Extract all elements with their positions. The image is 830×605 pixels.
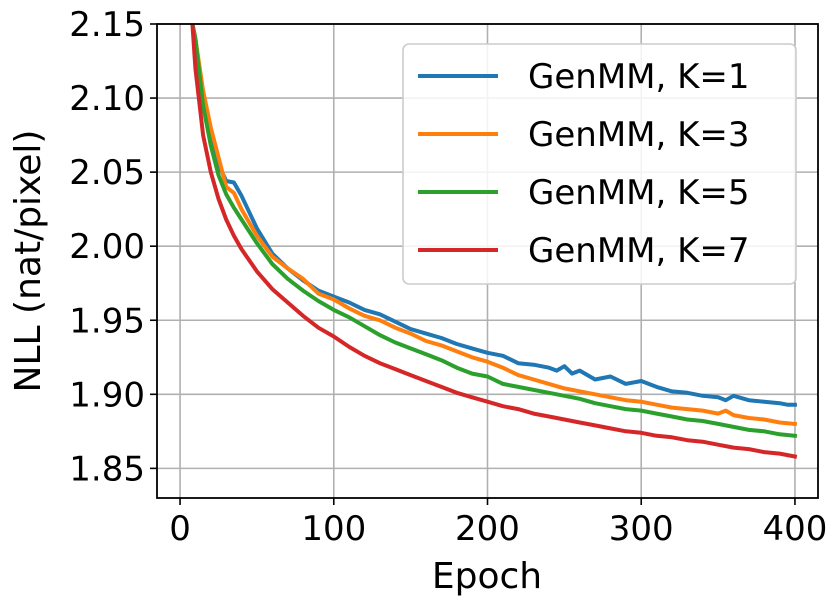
y-axis-ticks: 1.85 1.90 1.95 2.00 2.05 2.10 2.15: [69, 5, 157, 489]
legend-label: GenMM, K=7: [528, 231, 750, 271]
legend-box: [402, 43, 797, 285]
legend: GenMM, K=1 GenMM, K=3 GenMM, K=5 GenMM, K=7: [402, 43, 797, 285]
series-line-k7: [190, 24, 798, 459]
y-tick-label: 2.10: [69, 79, 145, 119]
x-tick-label: 200: [455, 509, 520, 549]
y-axis-label: NLL (nat/pixel): [8, 130, 49, 393]
x-tick-label: 300: [609, 509, 674, 549]
x-tick-label: 0: [169, 509, 191, 549]
y-tick-label: 1.95: [69, 301, 145, 341]
y-tick-label: 2.15: [69, 5, 145, 45]
legend-label: GenMM, K=1: [528, 57, 750, 97]
y-tick-label: 2.00: [69, 227, 145, 267]
x-tick-label: 100: [301, 509, 366, 549]
legend-label: GenMM, K=5: [528, 173, 750, 213]
x-axis-label: Epoch: [432, 556, 542, 597]
y-tick-label: 2.05: [69, 153, 145, 193]
series-line-k3: [190, 24, 798, 427]
y-tick-label: 1.90: [69, 375, 145, 415]
series-line-k5: [190, 24, 798, 438]
series-layer: [190, 24, 798, 459]
series-line-k1: [190, 24, 797, 407]
y-tick-label: 1.85: [69, 449, 145, 489]
x-tick-label: 400: [762, 509, 827, 549]
x-axis-ticks: 0 100 200 300 400: [169, 498, 827, 549]
legend-label: GenMM, K=3: [528, 115, 750, 155]
